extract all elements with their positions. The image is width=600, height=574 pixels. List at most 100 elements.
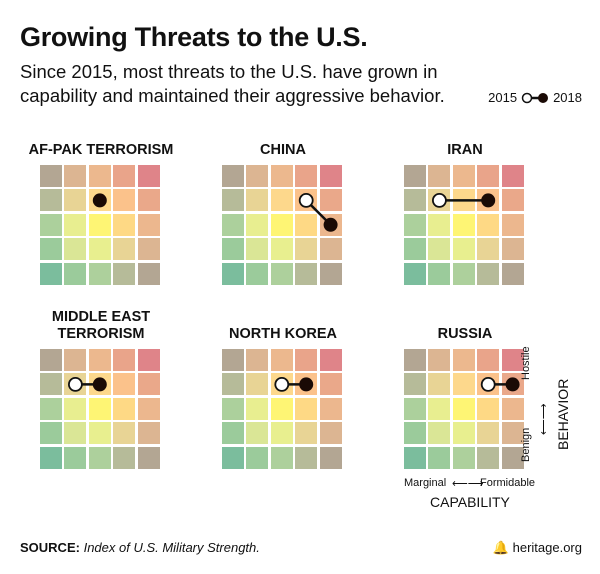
grid-cell xyxy=(113,446,136,469)
grid-cell xyxy=(501,422,524,445)
grid-cell xyxy=(64,189,87,212)
grid-cell xyxy=(477,446,500,469)
grid-cell xyxy=(404,373,426,396)
grid-cell xyxy=(452,446,475,469)
grid-cell xyxy=(404,349,426,371)
grid-cell xyxy=(137,165,160,187)
source: SOURCE: Index of U.S. Military Strength. xyxy=(20,540,260,555)
legend-end: 2018 xyxy=(553,90,582,105)
x-axis-high: Formidable xyxy=(480,477,536,489)
grid-cell xyxy=(477,213,500,236)
threat-grid xyxy=(222,165,344,287)
dot-2018 xyxy=(299,377,314,392)
grid-cell xyxy=(428,349,451,371)
grid-cell xyxy=(477,165,500,187)
grid-cell xyxy=(40,213,62,236)
legend-dot-icon xyxy=(521,92,549,103)
grid-cell xyxy=(270,262,293,285)
grid-cell xyxy=(222,238,244,261)
dot-2015 xyxy=(432,193,447,208)
grid-cell xyxy=(428,397,451,420)
panel-title: AF-PAK TERRORISM xyxy=(28,142,174,158)
grid-cell xyxy=(404,397,426,420)
brand: 🔔 heritage.org xyxy=(492,540,582,555)
grid-cell xyxy=(64,422,87,445)
grid-cell xyxy=(137,422,160,445)
grid-cell xyxy=(113,213,136,236)
panel-title: MIDDLE EAST TERRORISM xyxy=(51,309,151,342)
threat-panel: AF-PAK TERRORISM xyxy=(29,142,173,287)
legend: 2015 2018 xyxy=(488,90,582,105)
grid-cell xyxy=(404,189,426,212)
grid-cell xyxy=(246,397,269,420)
dot-2018 xyxy=(92,193,107,208)
grid-cell xyxy=(319,262,342,285)
grid-cell xyxy=(40,397,62,420)
y-arrow-icon: ⟵⟶ xyxy=(538,403,550,435)
grid-cell xyxy=(501,238,524,261)
grid-cell xyxy=(40,238,62,261)
grid-cell xyxy=(477,349,500,371)
grid-cell xyxy=(404,446,426,469)
grid-cell xyxy=(40,262,62,285)
grid-cell xyxy=(501,446,524,469)
grid-cell xyxy=(113,262,136,285)
grid-cell xyxy=(501,397,524,420)
source-label: SOURCE: xyxy=(20,540,80,555)
grid-cell xyxy=(40,446,62,469)
threat-grid xyxy=(40,349,162,471)
grid-cell xyxy=(319,446,342,469)
grid-cell xyxy=(40,373,62,396)
grid-cell xyxy=(404,262,426,285)
panel-title: RUSSIA xyxy=(437,326,493,342)
y-axis-label: BEHAVIOR xyxy=(555,378,571,450)
grid-cell xyxy=(64,397,87,420)
grid-cell xyxy=(137,373,160,396)
grid-cell xyxy=(270,238,293,261)
grid-cell xyxy=(222,422,244,445)
threat-grid xyxy=(404,349,526,471)
grid-cell xyxy=(40,189,62,212)
grid-cell xyxy=(64,446,87,469)
grid-cell xyxy=(404,165,426,187)
grid-cell xyxy=(246,213,269,236)
grid-cell xyxy=(295,262,318,285)
grid-cell xyxy=(246,262,269,285)
panel-title: NORTH KOREA xyxy=(229,326,337,342)
grid-cell xyxy=(319,238,342,261)
grid-cell xyxy=(246,238,269,261)
grid-cell xyxy=(222,446,244,469)
dot-2015 xyxy=(298,193,314,208)
grid-cell xyxy=(88,397,111,420)
grid-cell xyxy=(222,165,244,187)
grid-cell xyxy=(295,213,318,236)
grid-cell xyxy=(270,349,293,371)
grid-cell xyxy=(137,238,160,261)
grid-cell xyxy=(113,422,136,445)
grid-cell xyxy=(113,165,136,187)
grid-cell xyxy=(113,189,136,212)
grid-cell xyxy=(113,349,136,371)
grid-cell xyxy=(222,262,244,285)
grid-cell xyxy=(64,213,87,236)
grid-cell xyxy=(88,262,111,285)
grid-cell xyxy=(137,262,160,285)
threat-panel: CHINA xyxy=(222,142,344,287)
grid-cell xyxy=(64,165,87,187)
grid-cell xyxy=(501,349,524,371)
threat-grid xyxy=(404,165,526,287)
dot-2015 xyxy=(68,377,83,392)
grid-cell xyxy=(137,397,160,420)
grid-cell xyxy=(137,189,160,212)
grid-cell xyxy=(501,165,524,187)
grid-cell xyxy=(295,238,318,261)
grid-cell xyxy=(113,397,136,420)
threat-grid xyxy=(40,165,162,287)
grid-cell xyxy=(501,262,524,285)
grid-cell xyxy=(295,397,318,420)
grid-cell xyxy=(428,422,451,445)
grid-cell xyxy=(64,262,87,285)
grid-cell xyxy=(452,262,475,285)
grid-cell xyxy=(428,446,451,469)
grid-cell xyxy=(246,189,269,212)
